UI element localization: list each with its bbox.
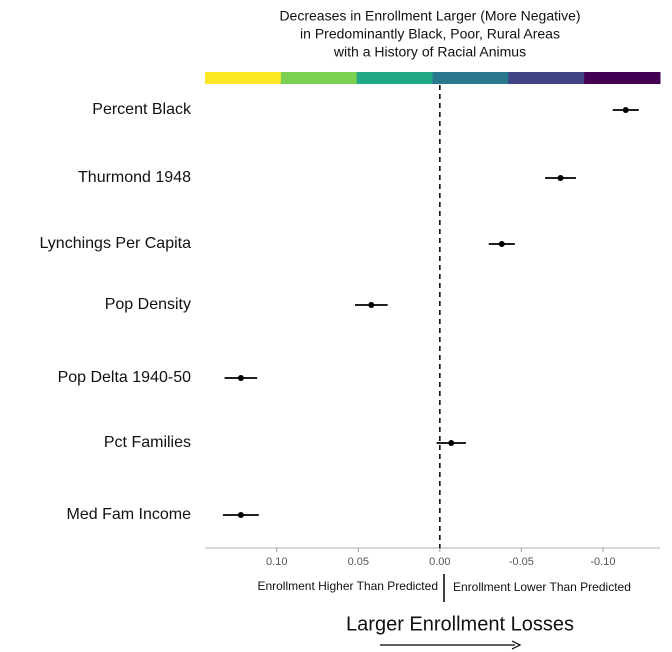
chart-title: Decreases in Enrollment Larger (More Neg…: [279, 8, 580, 24]
x-tick-label: 0.05: [348, 556, 369, 568]
x-tick-label: -0.05: [509, 556, 534, 568]
x-tick-label: -0.10: [590, 556, 615, 568]
y-tick-label: Pop Delta 1940-50: [58, 369, 192, 386]
color-bar-segment: [280, 72, 358, 84]
point: [237, 512, 244, 518]
annotation: Enrollment Higher Than Predicted: [257, 579, 438, 593]
color-bar-segment: [508, 72, 585, 84]
color-bar-segment: [584, 72, 661, 84]
y-tick-label: Pop Density: [105, 296, 191, 313]
x-tick-label: 0.00: [429, 556, 450, 568]
color-bar-segment: [356, 72, 433, 84]
point: [622, 107, 629, 113]
point: [237, 375, 244, 381]
arrow-head: [511, 640, 522, 650]
chart-title: with a History of Racial Animus: [333, 44, 526, 60]
y-tick-label: Thurmond 1948: [78, 169, 191, 186]
color-bar-segment: [432, 72, 509, 84]
x-tick-label: 0.10: [266, 556, 287, 568]
annotation: Larger Enrollment Losses: [346, 613, 574, 635]
y-tick-label: Lynchings Per Capita: [40, 235, 192, 252]
point: [448, 440, 455, 446]
y-tick-label: Percent Black: [92, 101, 192, 118]
color-bar-segment: [205, 72, 282, 84]
point: [498, 241, 505, 247]
chart-title: in Predominantly Black, Poor, Rural Area…: [300, 26, 560, 42]
point: [368, 302, 375, 308]
annotation: Enrollment Lower Than Predicted: [453, 580, 631, 594]
y-tick-label: Pct Families: [104, 434, 191, 451]
point: [557, 175, 564, 181]
y-tick-label: Med Fam Income: [67, 506, 192, 523]
